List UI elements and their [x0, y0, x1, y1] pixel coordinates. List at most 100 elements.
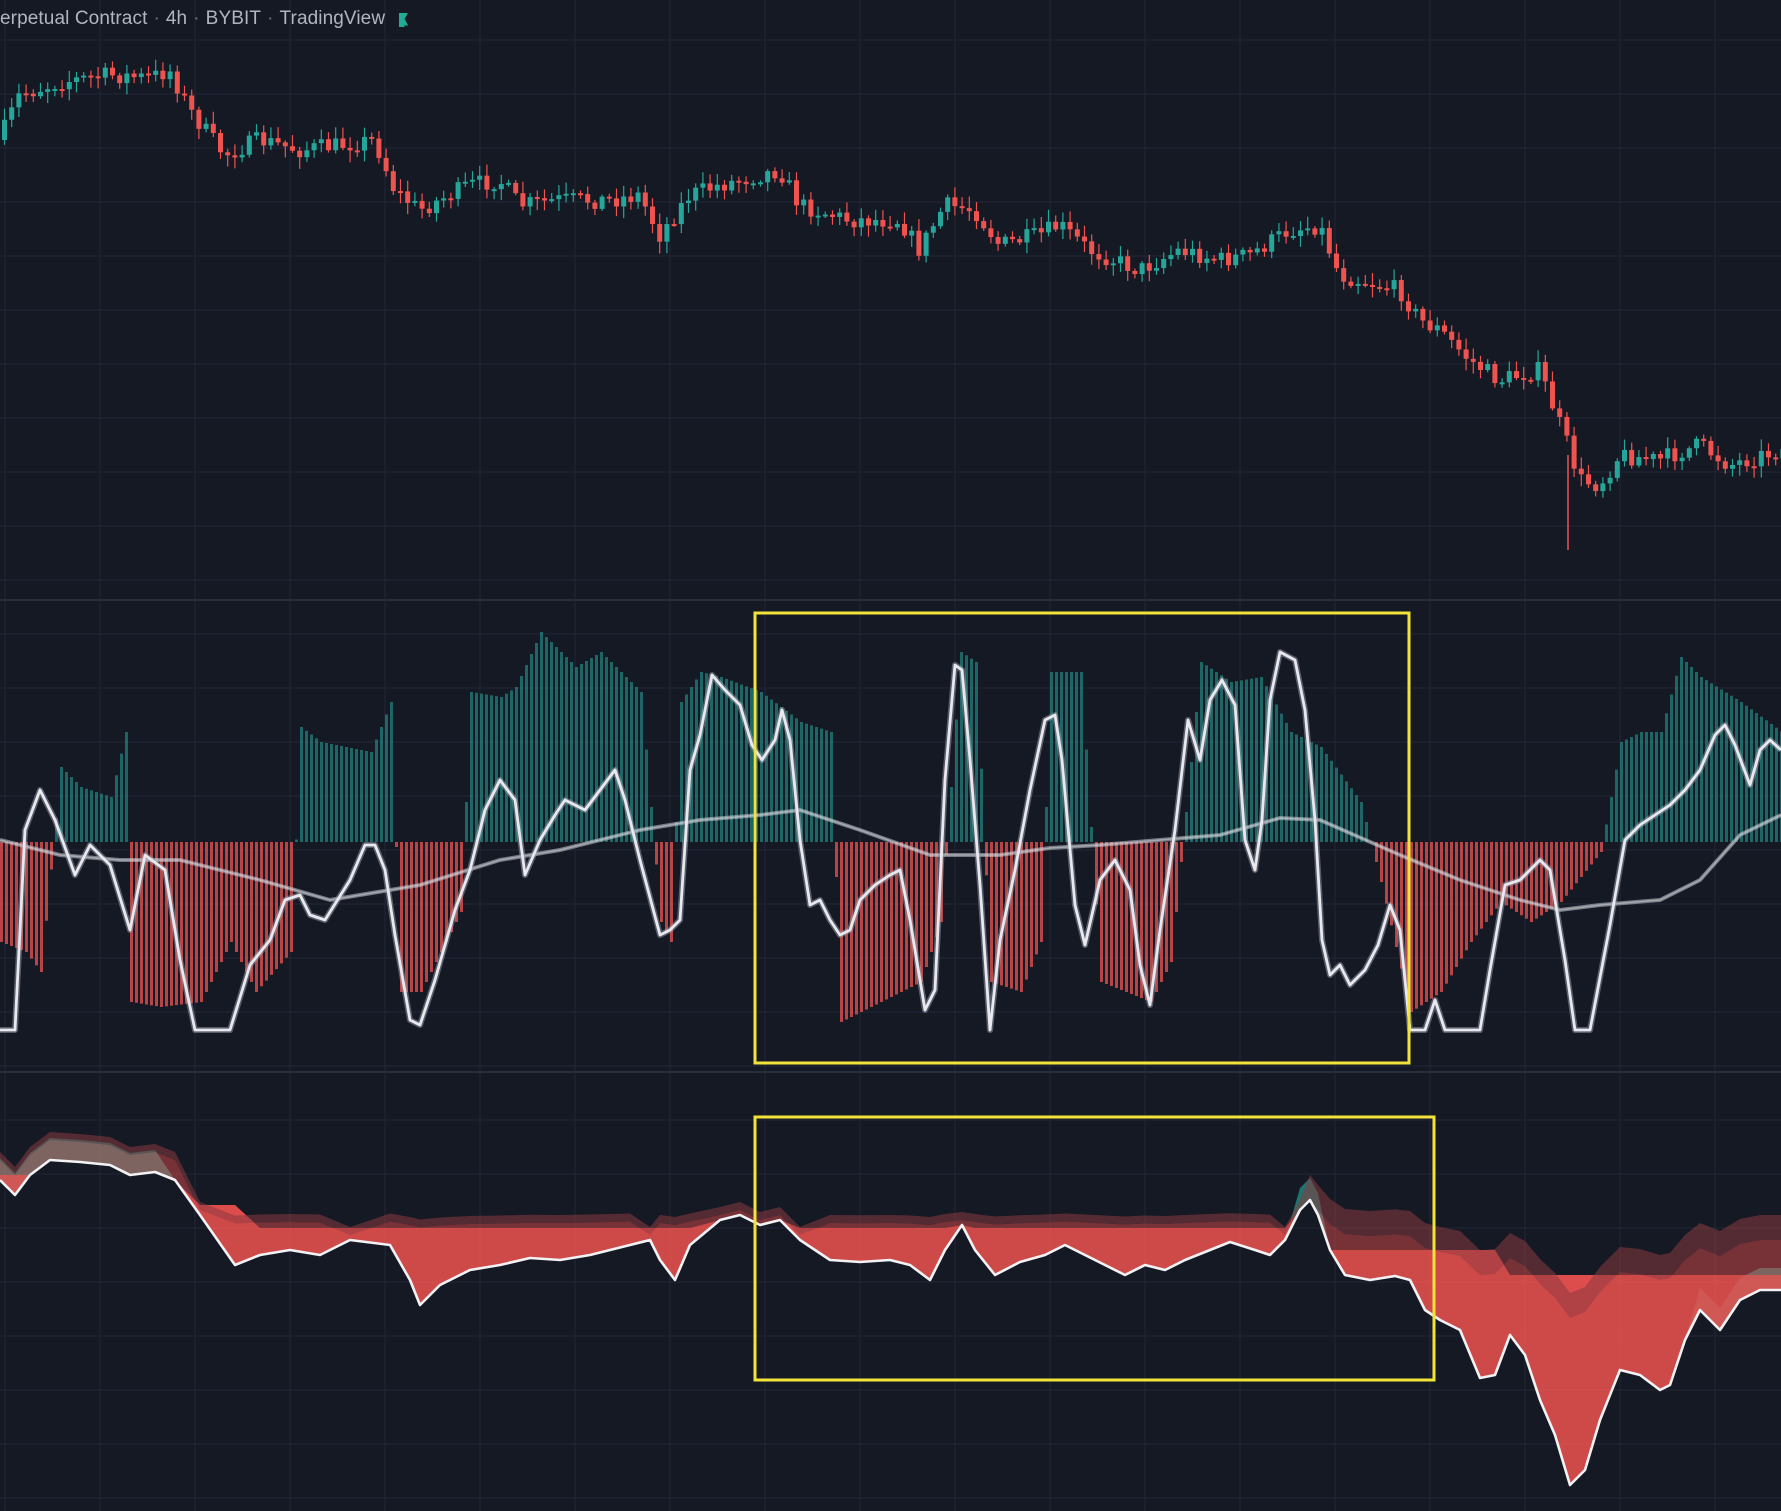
- oscillator-pane[interactable]: [0, 632, 1781, 1033]
- candle-body: [1168, 254, 1174, 260]
- candle-body: [1758, 450, 1764, 467]
- candle-body: [1413, 308, 1419, 312]
- flag-icon[interactable]: [399, 12, 413, 27]
- candle-body: [1370, 284, 1375, 287]
- histogram-bar: [1525, 842, 1528, 919]
- histogram-bar: [570, 662, 573, 842]
- candle-body: [1528, 379, 1534, 382]
- price-pane[interactable]: [2, 59, 1781, 550]
- candle-body: [1766, 450, 1771, 458]
- candle-body: [1110, 263, 1116, 266]
- histogram-bar: [1420, 842, 1423, 1006]
- histogram-bar: [1675, 675, 1678, 842]
- histogram-bar: [0, 842, 3, 942]
- histogram-bar: [1080, 672, 1083, 842]
- candle-body: [275, 138, 281, 143]
- legend-symbol[interactable]: erpetual Contract: [0, 8, 148, 29]
- candle-body: [1017, 239, 1023, 243]
- histogram-bar: [685, 694, 688, 842]
- legend-interval[interactable]: 4h: [165, 8, 188, 29]
- histogram-bar: [1765, 720, 1768, 842]
- histogram-bar: [1225, 678, 1228, 842]
- histogram-bar: [220, 842, 223, 962]
- histogram-bar: [1100, 842, 1103, 982]
- histogram-bar: [680, 702, 683, 842]
- candle-body: [808, 199, 814, 217]
- histogram-bar: [200, 842, 203, 1002]
- histogram-bar: [1155, 842, 1158, 992]
- candle-body: [1586, 474, 1591, 485]
- candle-body: [779, 178, 785, 183]
- histogram-bar: [1720, 689, 1723, 842]
- histogram-bar: [1035, 842, 1038, 955]
- candle-body: [830, 214, 835, 217]
- histogram-bar: [1275, 704, 1278, 842]
- histogram-bar: [1590, 842, 1593, 865]
- oscillator-line: [0, 650, 1781, 1032]
- candle-body: [1377, 286, 1383, 289]
- histogram-bar: [1395, 842, 1398, 947]
- histogram-bar: [900, 842, 903, 992]
- histogram-bar: [1360, 802, 1363, 842]
- histogram-bar: [240, 842, 243, 962]
- histogram-bar: [125, 732, 128, 842]
- candle-body: [326, 139, 331, 151]
- histogram-bar: [1680, 657, 1683, 842]
- histogram-bar: [925, 842, 928, 967]
- histogram-bar: [705, 673, 708, 842]
- candle-body: [1175, 248, 1181, 255]
- candle-body: [1658, 454, 1663, 459]
- candle-body: [138, 73, 144, 78]
- histogram-bar: [855, 842, 858, 1015]
- candle-body: [1593, 484, 1599, 492]
- histogram-bar: [255, 842, 258, 992]
- histogram-bar: [225, 842, 228, 952]
- histogram-bar: [160, 842, 163, 1007]
- candle-body: [1182, 248, 1188, 256]
- candle-body: [1398, 280, 1404, 302]
- histogram-bar: [750, 688, 753, 842]
- candle-body: [174, 71, 180, 94]
- histogram-bar: [740, 684, 743, 842]
- candle-body: [1082, 236, 1087, 242]
- histogram-bar: [50, 842, 53, 870]
- candle-body: [167, 71, 173, 80]
- candle-body: [218, 133, 223, 153]
- candle-body: [1715, 455, 1721, 462]
- candle-body: [743, 181, 749, 185]
- histogram-bar: [895, 842, 898, 995]
- candle-body: [959, 206, 965, 209]
- histogram-bar: [310, 734, 313, 842]
- histogram-bar: [920, 842, 923, 982]
- histogram-bar: [1645, 732, 1648, 842]
- candle-body: [498, 184, 504, 190]
- candle-body: [1535, 362, 1541, 381]
- histogram-bar: [980, 768, 983, 842]
- chart-legend[interactable]: erpetual Contract · 4h · BYBIT · Trading…: [0, 8, 413, 30]
- histogram-bar: [95, 792, 98, 842]
- candle-body: [1629, 449, 1635, 466]
- histogram-bar: [345, 747, 348, 842]
- histogram-bar: [140, 842, 143, 1004]
- flow-pane[interactable]: [0, 1132, 1781, 1487]
- histogram-bar: [1010, 842, 1013, 989]
- histogram-bar: [365, 751, 368, 842]
- histogram-bar: [1330, 760, 1333, 842]
- candle-body: [182, 93, 187, 96]
- histogram-bar: [695, 679, 698, 842]
- candle-body: [916, 230, 922, 256]
- histogram-bar: [1255, 677, 1258, 842]
- histogram-bar: [950, 787, 953, 842]
- candle-body: [1312, 228, 1318, 235]
- signal-line: [0, 807, 1781, 913]
- candle-body: [1420, 308, 1426, 321]
- histogram-bar: [710, 674, 713, 842]
- histogram-bar: [1660, 732, 1663, 842]
- histogram-bar: [1390, 842, 1393, 926]
- histogram-bar: [1020, 842, 1023, 992]
- histogram-bar: [545, 637, 548, 842]
- candle-body: [1463, 349, 1469, 359]
- candle-body: [1240, 249, 1246, 255]
- candle-body: [1067, 221, 1073, 230]
